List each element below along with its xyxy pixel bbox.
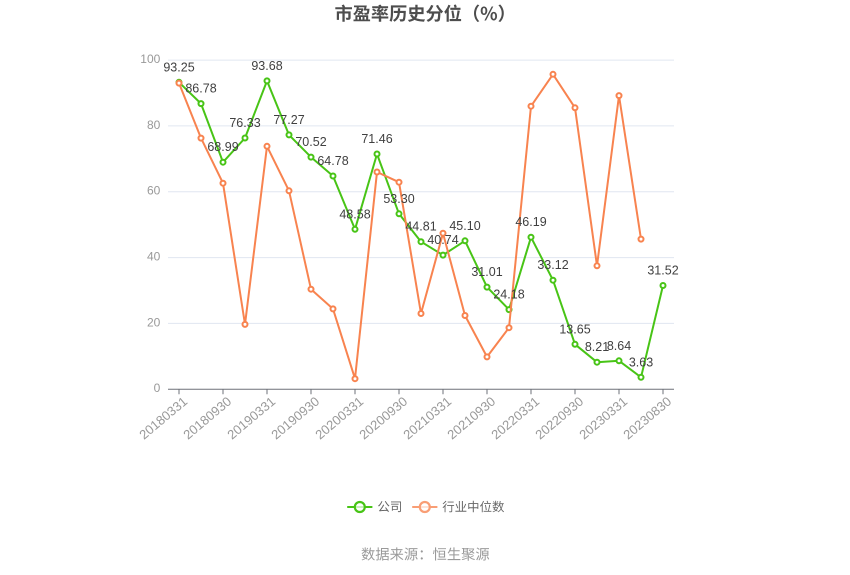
svg-text:31.01: 31.01	[471, 265, 502, 279]
svg-text:8.21: 8.21	[585, 340, 609, 354]
svg-text:60: 60	[147, 184, 161, 198]
svg-text:71.46: 71.46	[361, 132, 392, 146]
svg-text:3.63: 3.63	[629, 355, 653, 369]
svg-text:76.33: 76.33	[229, 116, 260, 130]
svg-text:70.52: 70.52	[295, 135, 326, 149]
svg-text:20: 20	[147, 315, 161, 329]
svg-text:93.25: 93.25	[163, 60, 194, 74]
svg-text:46.19: 46.19	[515, 215, 546, 229]
svg-text:33.12: 33.12	[537, 258, 568, 272]
svg-text:77.27: 77.27	[273, 113, 304, 127]
svg-text:44.81: 44.81	[405, 220, 436, 234]
svg-text:0: 0	[154, 381, 161, 395]
svg-text:53.30: 53.30	[383, 192, 414, 206]
svg-text:100: 100	[140, 52, 160, 66]
svg-text:24.18: 24.18	[493, 288, 524, 302]
svg-text:64.78: 64.78	[317, 154, 348, 168]
svg-text:48.58: 48.58	[339, 207, 370, 221]
svg-text:31.52: 31.52	[647, 264, 678, 278]
svg-text:13.65: 13.65	[559, 322, 590, 336]
svg-text:86.78: 86.78	[185, 82, 216, 96]
svg-text:8.64: 8.64	[607, 339, 631, 353]
svg-text:40: 40	[147, 250, 161, 264]
svg-text:40.74: 40.74	[427, 233, 458, 247]
svg-text:80: 80	[147, 118, 161, 132]
svg-text:93.68: 93.68	[251, 59, 282, 73]
svg-text:45.10: 45.10	[449, 219, 480, 233]
svg-text:68.99: 68.99	[207, 140, 238, 154]
